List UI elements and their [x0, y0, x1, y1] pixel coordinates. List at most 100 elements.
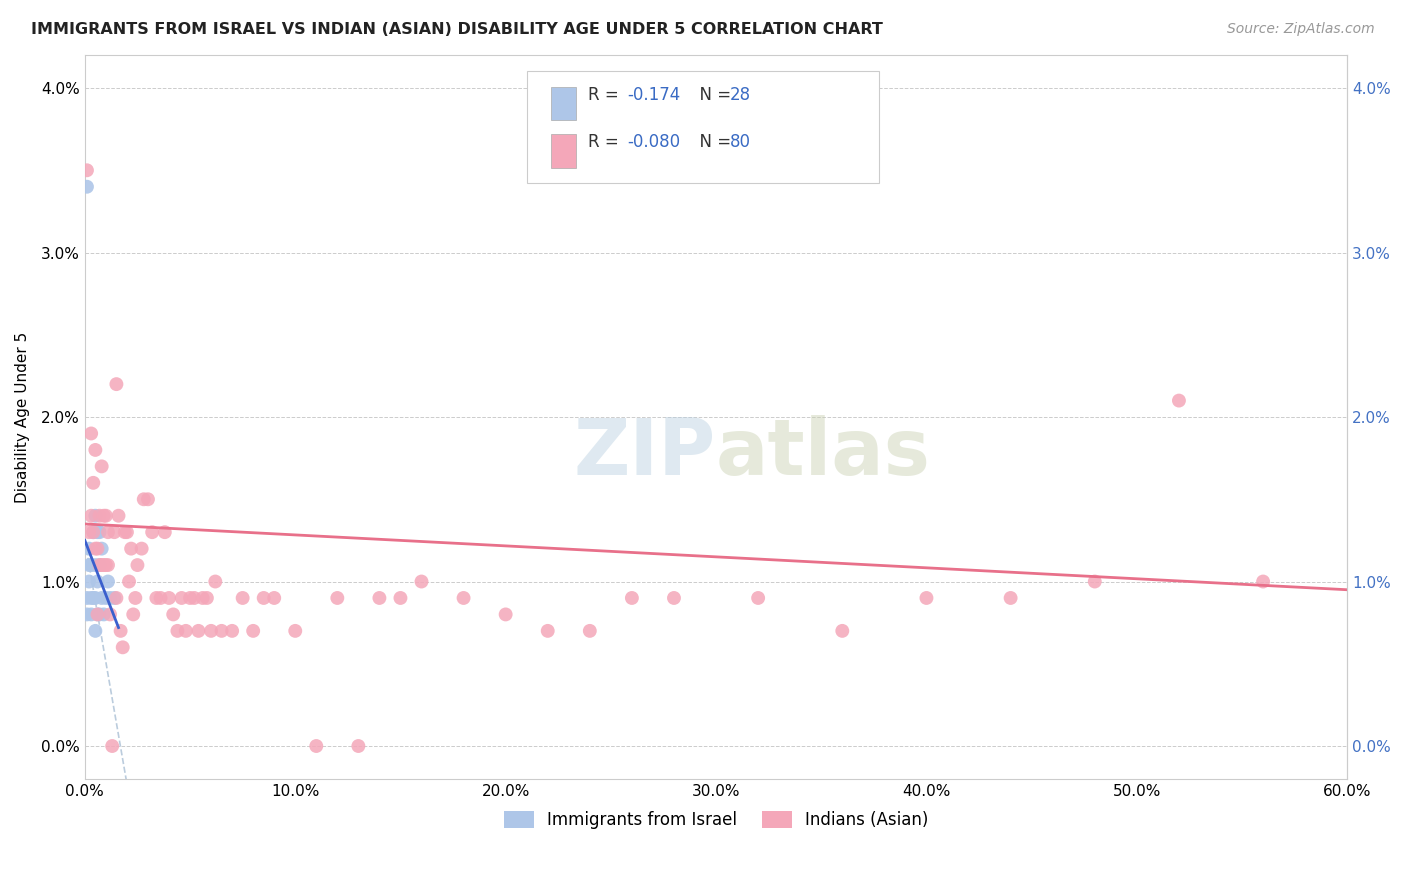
- Point: [326, 591, 349, 605]
- Point: [90, 459, 112, 474]
- Point: [86, 607, 108, 622]
- Text: 80: 80: [730, 133, 751, 152]
- Point: [84, 558, 107, 572]
- Point: [132, 492, 155, 507]
- Point: [120, 541, 142, 556]
- Point: [1000, 591, 1022, 605]
- Point: [115, 525, 138, 540]
- Point: [232, 591, 254, 605]
- Point: [110, 624, 132, 638]
- Point: [84, 624, 107, 638]
- Text: N =: N =: [689, 133, 737, 152]
- Point: [263, 591, 285, 605]
- Point: [97, 558, 120, 572]
- Point: [411, 574, 433, 589]
- Point: [127, 558, 149, 572]
- Point: [620, 591, 643, 605]
- Point: [211, 624, 233, 638]
- Point: [122, 607, 145, 622]
- Point: [93, 508, 115, 523]
- Text: Source: ZipAtlas.com: Source: ZipAtlas.com: [1227, 22, 1375, 37]
- Point: [111, 640, 134, 655]
- Point: [80, 607, 103, 622]
- Point: [284, 624, 307, 638]
- Point: [98, 591, 121, 605]
- Point: [578, 624, 600, 638]
- Point: [77, 525, 100, 540]
- Point: [89, 508, 111, 523]
- Text: 28: 28: [730, 86, 751, 104]
- Point: [495, 607, 517, 622]
- Point: [76, 163, 98, 178]
- Point: [145, 591, 167, 605]
- Point: [94, 591, 117, 605]
- Y-axis label: Disability Age Under 5: Disability Age Under 5: [15, 332, 30, 503]
- Point: [90, 541, 112, 556]
- Point: [97, 525, 120, 540]
- Point: [831, 624, 853, 638]
- Point: [124, 591, 146, 605]
- Point: [90, 591, 112, 605]
- Point: [662, 591, 685, 605]
- Point: [82, 525, 104, 540]
- Point: [166, 624, 188, 638]
- Text: N =: N =: [689, 86, 737, 104]
- Point: [105, 377, 128, 392]
- Point: [136, 492, 159, 507]
- Point: [89, 525, 111, 540]
- Text: -0.174: -0.174: [627, 86, 681, 104]
- Point: [1084, 574, 1107, 589]
- Point: [103, 525, 125, 540]
- Point: [80, 558, 103, 572]
- Text: atlas: atlas: [716, 415, 931, 491]
- Point: [97, 574, 120, 589]
- Text: R =: R =: [588, 133, 624, 152]
- Point: [1251, 574, 1274, 589]
- Point: [170, 591, 193, 605]
- Point: [537, 624, 560, 638]
- Point: [89, 558, 111, 572]
- Point: [114, 525, 136, 540]
- Point: [94, 558, 117, 572]
- Point: [103, 591, 125, 605]
- Text: IMMIGRANTS FROM ISRAEL VS INDIAN (ASIAN) DISABILITY AGE UNDER 5 CORRELATION CHAR: IMMIGRANTS FROM ISRAEL VS INDIAN (ASIAN)…: [31, 22, 883, 37]
- Point: [80, 591, 103, 605]
- Point: [84, 591, 107, 605]
- Point: [86, 525, 108, 540]
- Point: [187, 624, 209, 638]
- Point: [191, 591, 214, 605]
- Point: [93, 558, 115, 572]
- Point: [221, 624, 243, 638]
- Point: [84, 541, 107, 556]
- Point: [204, 574, 226, 589]
- Point: [153, 525, 176, 540]
- Point: [77, 541, 100, 556]
- Point: [179, 591, 201, 605]
- Point: [141, 525, 163, 540]
- Point: [77, 574, 100, 589]
- Point: [200, 624, 222, 638]
- Point: [242, 624, 264, 638]
- Point: [94, 508, 117, 523]
- Point: [82, 591, 104, 605]
- Point: [86, 574, 108, 589]
- Point: [915, 591, 938, 605]
- Point: [174, 624, 197, 638]
- Point: [747, 591, 769, 605]
- Point: [157, 591, 180, 605]
- Point: [131, 541, 153, 556]
- Point: [1168, 393, 1191, 408]
- Text: -0.080: -0.080: [627, 133, 681, 152]
- Point: [389, 591, 412, 605]
- Point: [183, 591, 205, 605]
- Point: [77, 558, 100, 572]
- Text: ZIP: ZIP: [574, 415, 716, 491]
- Point: [347, 739, 370, 753]
- Point: [305, 739, 328, 753]
- Point: [118, 574, 141, 589]
- Point: [253, 591, 276, 605]
- Point: [107, 508, 129, 523]
- Point: [162, 607, 184, 622]
- Point: [93, 607, 115, 622]
- Point: [80, 426, 103, 441]
